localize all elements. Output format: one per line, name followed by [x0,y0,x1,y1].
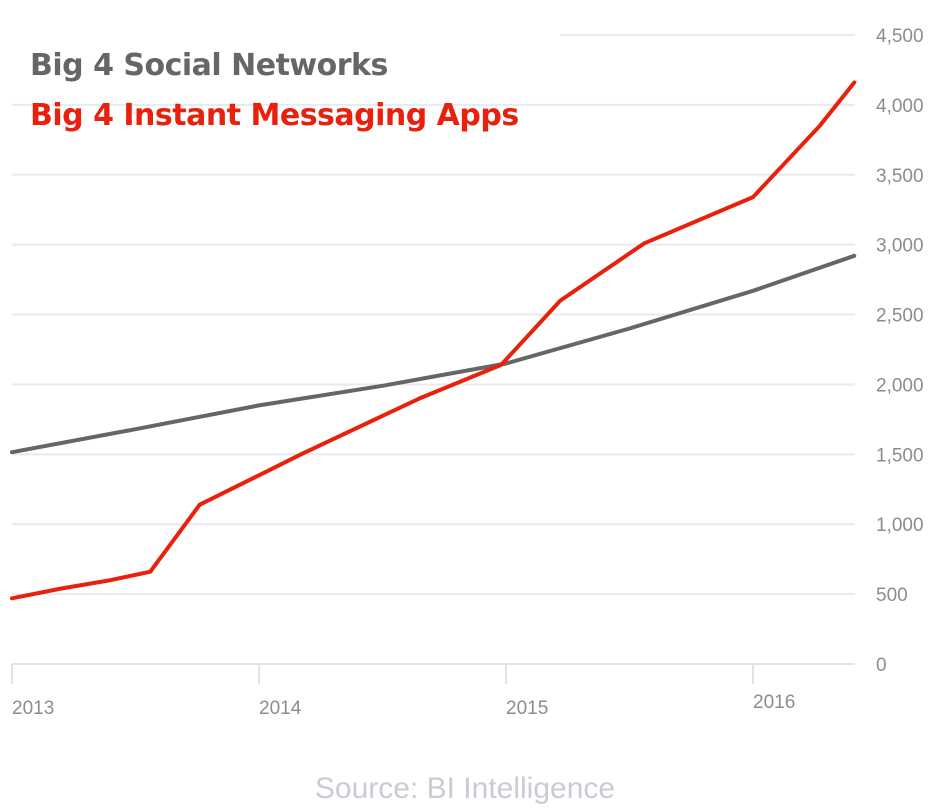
legend-instant-messaging-apps: Big 4 Instant Messaging Apps [30,98,519,133]
legend-social-networks: Big 4 Social Networks [30,48,388,83]
y-tick-label: 0 [876,655,887,676]
series-lines [10,80,857,601]
x-tick-label: 2016 [753,692,795,713]
y-tick-label: 2,000 [876,375,924,396]
x-axis: 2013 2014 2015 2016 [11,664,795,719]
y-tick-label: 3,500 [876,166,924,187]
series-social-networks-line [10,253,857,455]
source-note: Source: BI Intelligence [314,772,616,805]
y-tick-label: 1,500 [876,445,924,466]
y-tick-label: 4,500 [876,26,924,47]
series-instant-messaging-line [10,80,857,601]
x-tick-label: 2013 [12,698,54,719]
x-tick-label: 2014 [259,698,302,719]
y-tick-label: 3,000 [876,236,924,257]
y-axis: 0 500 1,000 1,500 2,000 2,500 3,000 3,500 4,000 4… [876,26,924,676]
y-tick-label: 4,000 [876,96,924,117]
y-tick-label: 1,000 [876,515,924,536]
y-tick-label: 2,500 [876,306,924,327]
gridlines [12,34,855,665]
y-tick-label: 500 [876,585,908,606]
x-tick-label: 2015 [506,698,548,719]
